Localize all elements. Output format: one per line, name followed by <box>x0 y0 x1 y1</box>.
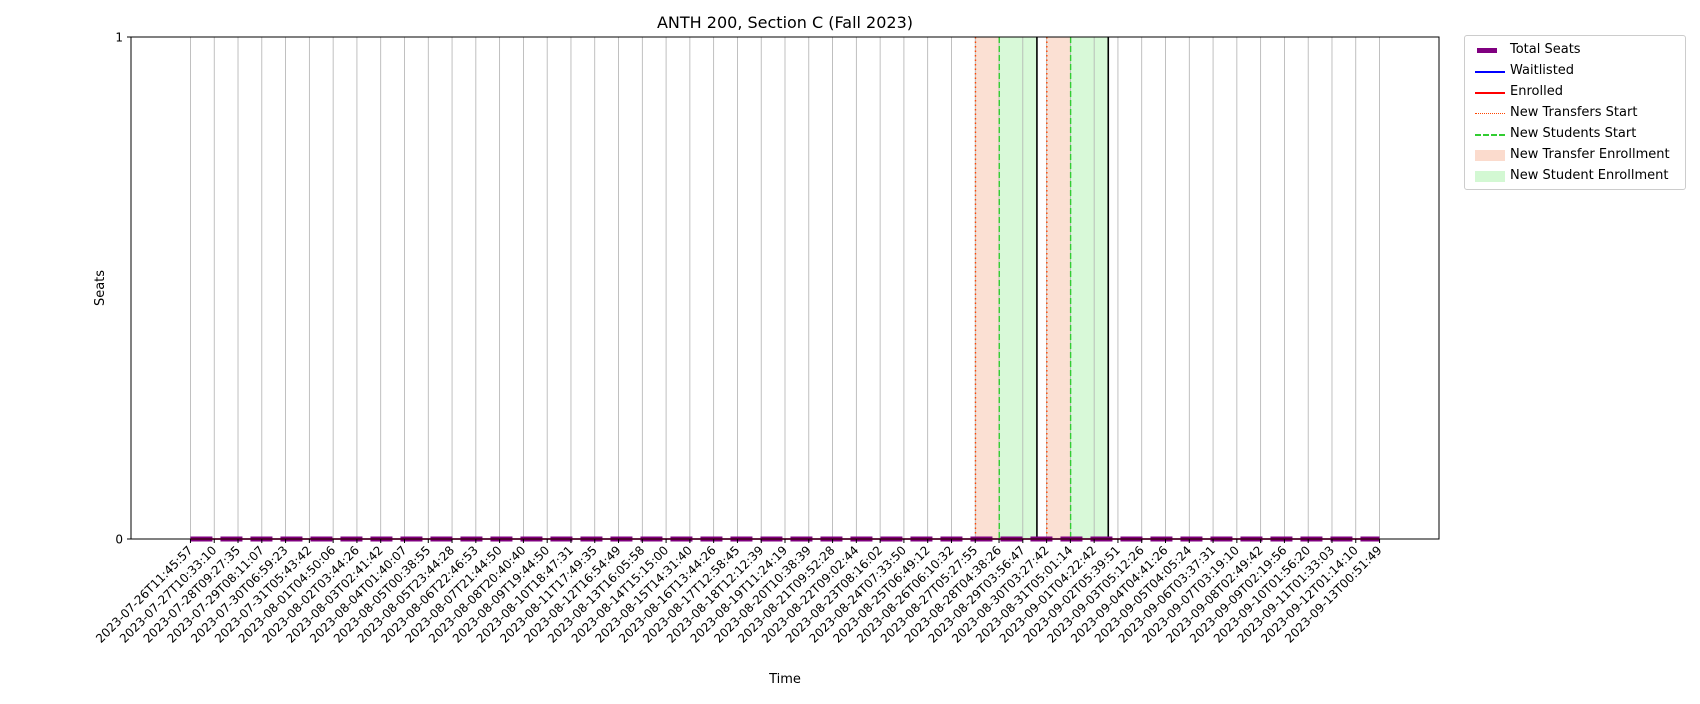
y-tick-label: 0 <box>115 533 123 547</box>
transfer-enrollment-span-2 <box>1047 37 1071 539</box>
legend-item: Enrolled <box>1465 82 1685 103</box>
legend-swatch-icon <box>1473 85 1509 99</box>
y-tick-label: 1 <box>115 31 123 45</box>
legend-swatch-icon <box>1473 64 1509 78</box>
legend-swatch-icon <box>1473 148 1509 162</box>
legend-label: New Transfer Enrollment <box>1510 147 1670 162</box>
y-axis-ticks: 01 <box>115 31 131 547</box>
legend-swatch-icon <box>1473 127 1509 141</box>
chart-legend: Total Seats Waitlisted Enrolled New Transfe… <box>1464 35 1686 190</box>
legend-item: Waitlisted <box>1465 61 1685 82</box>
chart-title: ANTH 200, Section C (Fall 2023) <box>657 13 913 32</box>
legend-label: New Student Enrollment <box>1510 168 1668 183</box>
legend-label: Enrolled <box>1510 84 1563 99</box>
legend-item: New Student Enrollment <box>1465 166 1685 187</box>
legend-item: New Transfers Start <box>1465 103 1685 124</box>
legend-swatch-icon <box>1473 106 1509 120</box>
legend-label: New Transfers Start <box>1510 105 1637 120</box>
legend-item: New Transfer Enrollment <box>1465 145 1685 166</box>
student-enrollment-span-2 <box>1071 37 1109 539</box>
legend-item: Total Seats <box>1465 40 1685 61</box>
legend-swatch-icon <box>1473 43 1509 57</box>
enrollment-spans <box>975 37 1108 539</box>
x-axis-ticks: 2023-07-26T11:45:572023-07-27T10:33:1020… <box>93 539 1385 646</box>
transfer-enrollment-span-1 <box>975 37 999 539</box>
x-axis-label: Time <box>768 672 801 687</box>
legend-swatch-icon <box>1473 169 1509 183</box>
legend-label: New Students Start <box>1510 126 1636 141</box>
y-axis-label: Seats <box>93 270 108 306</box>
legend-item: New Students Start <box>1465 124 1685 145</box>
legend-label: Total Seats <box>1510 42 1581 57</box>
student-enrollment-span-1 <box>999 37 1037 539</box>
legend-label: Waitlisted <box>1510 63 1574 78</box>
x-gridlines <box>190 37 1379 539</box>
